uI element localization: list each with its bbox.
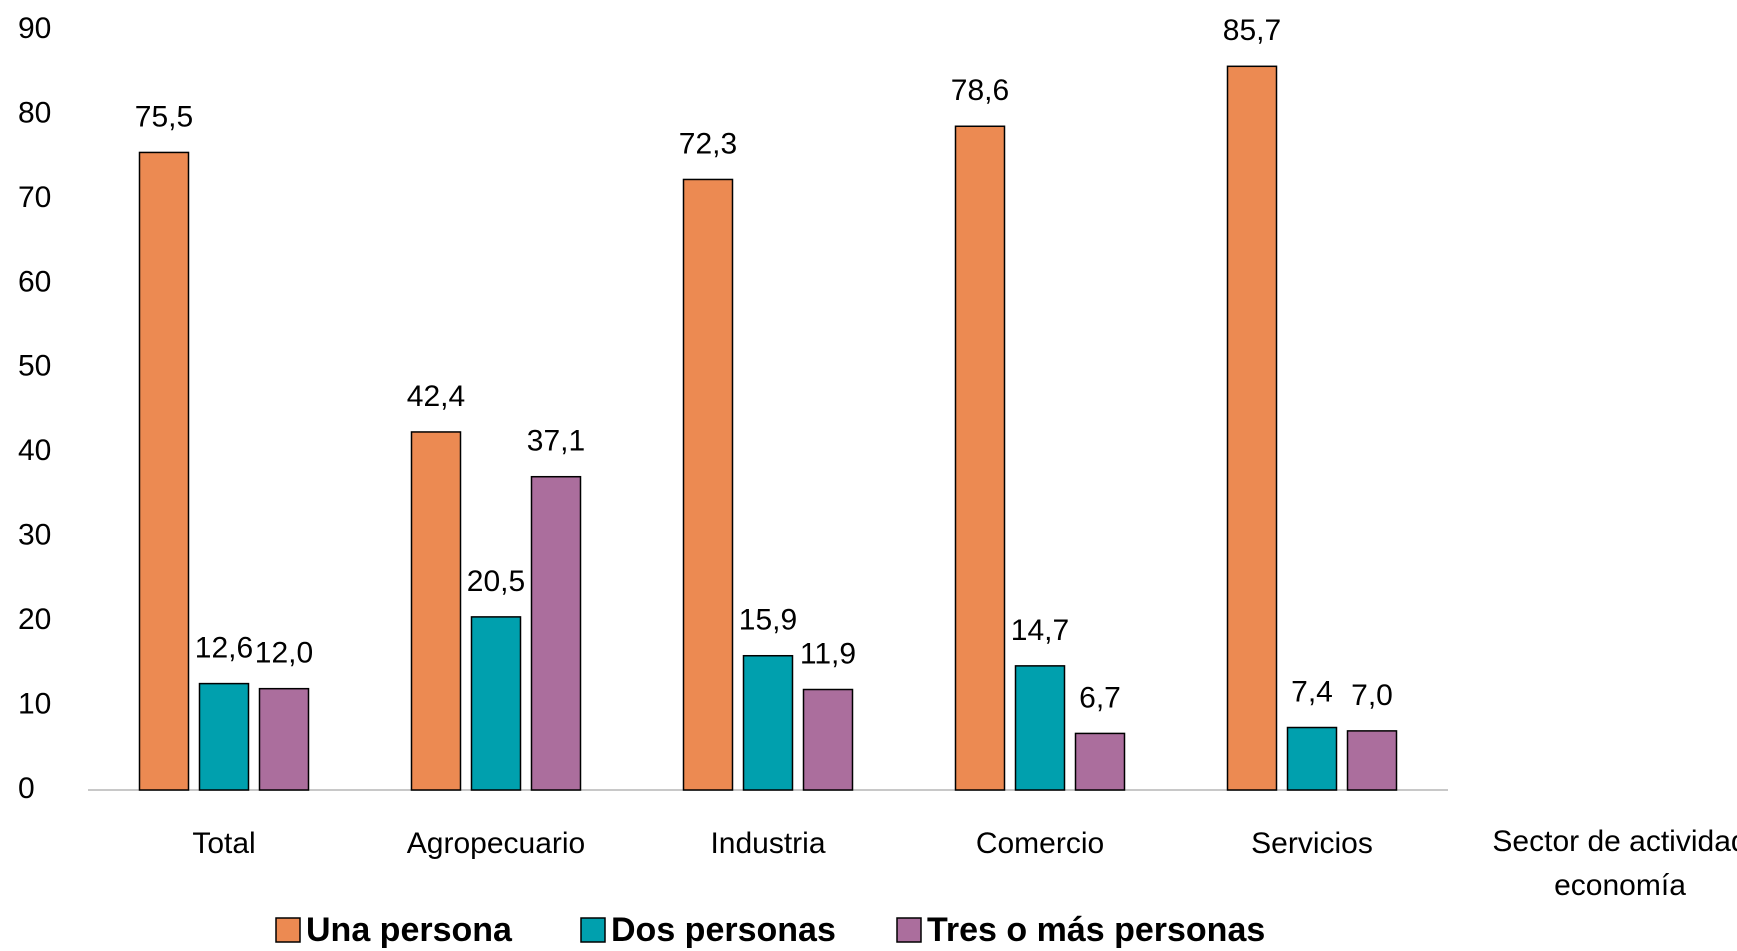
- value-label: 11,9: [800, 637, 856, 670]
- bar: [682, 178, 734, 791]
- bar: [410, 431, 462, 791]
- x-tick-label: Agropecuario: [407, 827, 585, 860]
- value-label: 75,5: [135, 100, 193, 133]
- bar: [954, 125, 1006, 791]
- legend-swatch: [275, 917, 301, 943]
- bar: [742, 654, 794, 791]
- value-label: 12,0: [255, 637, 313, 670]
- value-label: 20,5: [467, 565, 525, 598]
- x-tick-label: Comercio: [976, 827, 1104, 860]
- x-tick-label: Total: [192, 827, 255, 860]
- value-label: 7,4: [1291, 675, 1333, 708]
- value-label: 78,6: [951, 74, 1009, 107]
- x-axis-label: Sector de actividad: [1492, 825, 1737, 858]
- value-label: 85,7: [1223, 14, 1281, 47]
- value-label: 7,0: [1351, 679, 1393, 712]
- bar: [198, 682, 250, 791]
- y-tick-label: 0: [18, 772, 35, 805]
- legend-text: Tres o más personas: [927, 911, 1265, 949]
- bar: [802, 688, 854, 791]
- y-tick-label: 20: [18, 603, 51, 636]
- bar: [1074, 732, 1126, 791]
- x-axis-label: economía: [1554, 869, 1686, 902]
- y-tick-label: 50: [18, 350, 51, 383]
- y-tick-label: 90: [18, 12, 51, 45]
- value-label: 12,6: [195, 632, 253, 665]
- bar: [138, 151, 190, 791]
- value-label: 37,1: [527, 425, 585, 458]
- y-tick-label: 30: [18, 519, 51, 552]
- value-label: 14,7: [1011, 614, 1069, 647]
- y-tick-label: 40: [18, 434, 51, 467]
- bar: [1346, 730, 1398, 791]
- bar: [1286, 726, 1338, 791]
- y-tick-label: 80: [18, 96, 51, 129]
- legend-swatch: [580, 917, 606, 943]
- value-label: 42,4: [407, 380, 465, 413]
- y-tick-label: 60: [18, 265, 51, 298]
- legend-swatch: [896, 917, 922, 943]
- value-label: 15,9: [739, 604, 797, 637]
- legend-text: Dos personas: [611, 911, 836, 949]
- x-tick-label: Industria: [710, 827, 825, 860]
- bar: [470, 616, 522, 791]
- y-tick-label: 10: [18, 687, 51, 720]
- y-tick-label: 70: [18, 181, 51, 214]
- legend-text: Una persona: [306, 911, 513, 949]
- bar: [1014, 665, 1066, 791]
- bar: [530, 475, 582, 791]
- bar: [258, 687, 310, 791]
- value-label: 72,3: [679, 127, 737, 160]
- value-label: 6,7: [1079, 681, 1121, 714]
- x-tick-label: Servicios: [1251, 827, 1373, 860]
- bar: [1226, 65, 1278, 791]
